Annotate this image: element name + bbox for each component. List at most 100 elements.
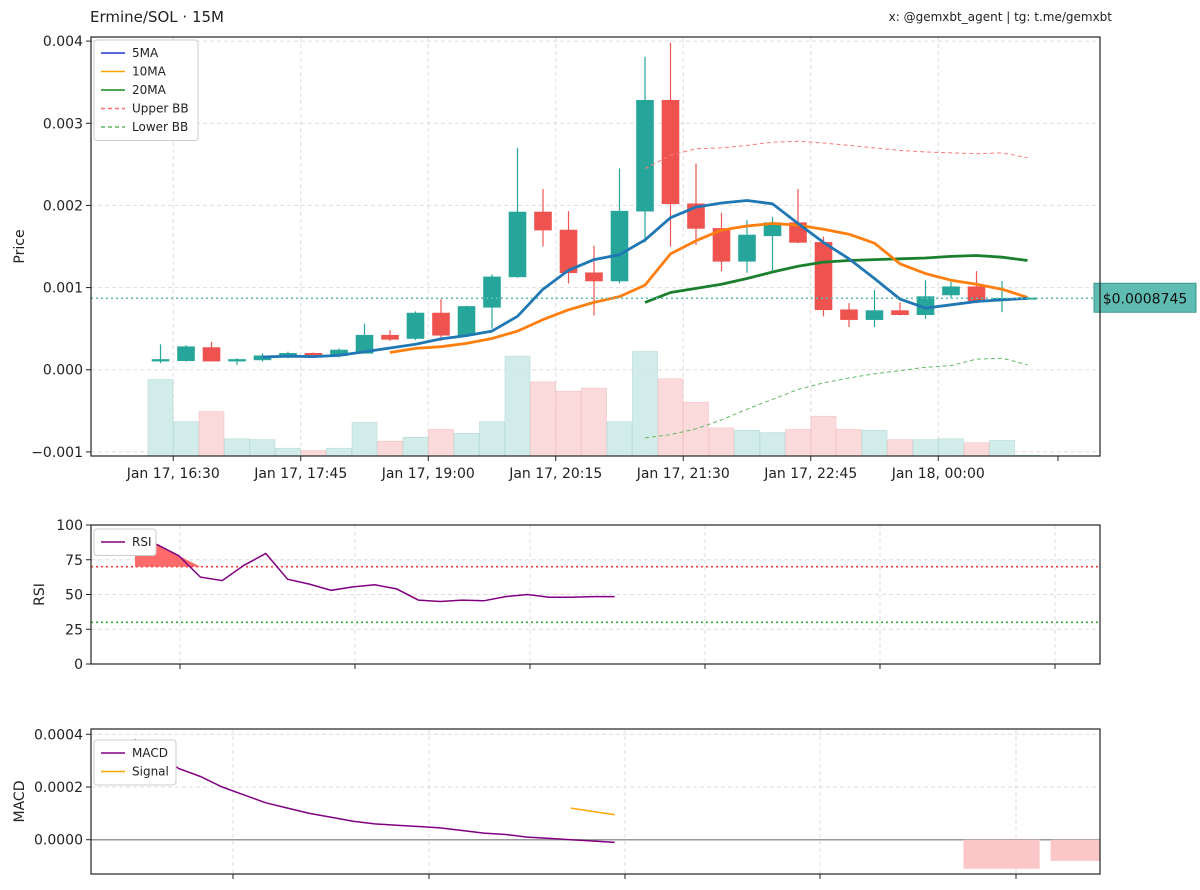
volume-bar (836, 429, 862, 456)
rsi-ytick-label: 0 (74, 657, 83, 673)
volume-bar (938, 438, 964, 456)
volume-bar (963, 442, 990, 456)
volume-bar (657, 378, 684, 456)
rsi-line (134, 543, 615, 603)
ma20-line (644, 254, 1028, 304)
rsi-ytick-label: 25 (65, 622, 83, 638)
current-price-tag (1093, 282, 1197, 313)
candle-body (483, 276, 501, 308)
price-xtick-label: Jan 17, 21:30 (636, 466, 730, 482)
candle-body (559, 229, 578, 274)
rsi-group (91, 543, 1100, 624)
volume-bar (734, 429, 760, 456)
volume-bar (504, 355, 531, 456)
volume-bar (861, 429, 888, 456)
macd-group (91, 738, 1100, 869)
candle-body (202, 347, 221, 362)
price-ytick-label: 0.004 (43, 34, 83, 50)
volume-bar (708, 427, 735, 456)
price-ylabel: Price (12, 229, 28, 263)
volume-bar (275, 447, 301, 456)
rsi-ytick-label: 50 (65, 588, 83, 604)
lower-bb-line (644, 357, 1028, 439)
price-xtick-label: Jan 17, 16:30 (126, 466, 220, 482)
price-ytick-label: 0.000 (43, 363, 83, 379)
volume-bar (530, 381, 556, 456)
rsi-legend-label: RSI (132, 535, 152, 549)
candle-body (534, 211, 552, 231)
price-frame (90, 36, 1101, 457)
candle-body (381, 334, 399, 340)
macd-ylabel: MACD (12, 781, 28, 823)
price-xtick-label: Jan 17, 17:45 (253, 466, 347, 482)
macd-frame (90, 728, 1101, 875)
volume-bar (173, 421, 199, 456)
price-xtick-label: Jan 17, 22:45 (763, 466, 857, 482)
volume-bar (810, 415, 837, 456)
price-ytick-label: 0.003 (43, 116, 83, 132)
candle-group (151, 42, 1037, 439)
volume-bar (479, 421, 505, 456)
macd-line (134, 738, 615, 844)
price-legend-label: 20MA (132, 83, 167, 97)
candle-body (457, 306, 476, 336)
volume-bar (785, 429, 811, 456)
chart-title: Ermine/SOL · 15M (90, 8, 224, 26)
volume-group (147, 351, 1041, 456)
macd-legend-label: Signal (132, 765, 169, 779)
candle-body (891, 310, 909, 315)
macd-ytick-label: 0.0000 (34, 833, 83, 849)
volume-bar (759, 432, 786, 456)
volume-bar (147, 379, 174, 456)
candle-body (151, 359, 170, 362)
rsi-ylabel: RSI (32, 583, 48, 606)
price-legend-label: Lower BB (132, 120, 188, 134)
macd-ytick-label: 0.0004 (34, 727, 83, 743)
candle-body (585, 272, 603, 282)
candle-body (942, 286, 960, 296)
ma10-line (389, 222, 1028, 354)
candle-body (610, 210, 629, 282)
volume-bar (224, 438, 250, 456)
current-price-label: $0.0008745 (1103, 291, 1188, 307)
macd-legend-label: MACD (132, 746, 168, 760)
price-legend-label: Upper BB (132, 102, 189, 116)
price-legend-box (93, 39, 199, 141)
price-legend-label: 5MA (132, 46, 159, 60)
volume-bar (453, 433, 480, 456)
price-ytick-label: −0.001 (31, 445, 83, 461)
candle-body (177, 346, 195, 361)
volume-bar (377, 440, 403, 456)
candle-body (636, 99, 654, 212)
price-ytick-label: 0.001 (43, 281, 83, 297)
volume-bar (555, 390, 582, 456)
candle-body (661, 99, 680, 205)
price-xtick-label: Jan 18, 00:00 (891, 466, 985, 482)
volume-bar (606, 421, 633, 456)
candle-body (432, 312, 450, 336)
volume-bar (581, 387, 607, 456)
candle-body (814, 242, 833, 311)
candle-body (228, 359, 246, 362)
volume-bar (912, 439, 939, 456)
volume-bar (300, 450, 327, 456)
volume-bar (351, 422, 378, 456)
volume-bar (326, 447, 352, 456)
price-xtick-label: Jan 17, 19:00 (381, 466, 475, 482)
candle-body (865, 310, 884, 320)
macd-histogram-bar (1050, 839, 1100, 861)
volume-bar (402, 436, 429, 456)
macd-histogram-bar (963, 839, 1040, 869)
candle-body (406, 312, 425, 339)
signal-line (570, 807, 615, 816)
candle-body (712, 228, 731, 262)
ma5-line (262, 199, 1028, 359)
macd-ytick-label: 0.0002 (34, 780, 83, 796)
candle-body (355, 334, 374, 354)
volume-bar (198, 411, 225, 456)
candle-body (840, 309, 858, 320)
volume-bar (632, 351, 658, 456)
upper-bb-line (644, 140, 1028, 169)
credit-text: x: @gemxbt_agent | tg: t.me/gemxbt (888, 10, 1112, 24)
